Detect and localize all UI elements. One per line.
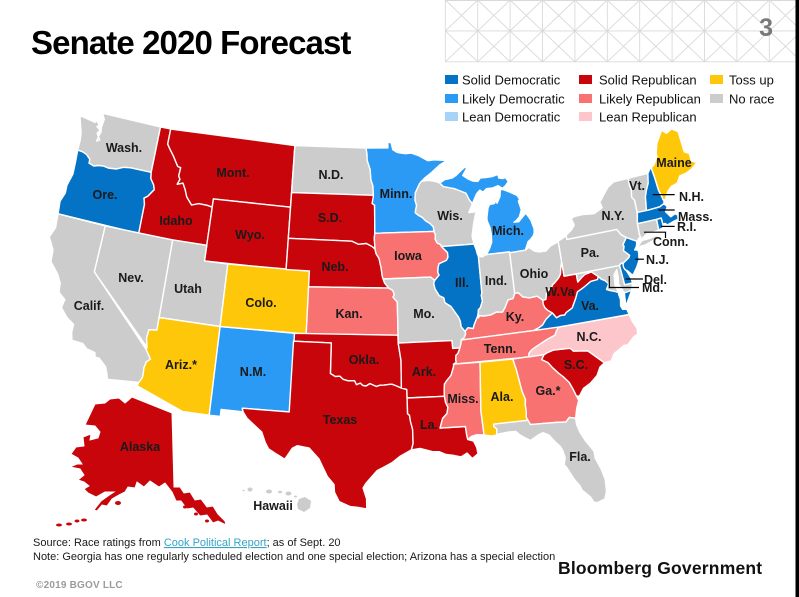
svg-text:W.Va: W.Va xyxy=(545,285,575,299)
svg-text:Ala.: Ala. xyxy=(491,390,514,404)
svg-text:Ill.: Ill. xyxy=(455,276,469,290)
svg-text:Ark.: Ark. xyxy=(412,365,436,379)
svg-text:Okla.: Okla. xyxy=(349,353,380,367)
svg-text:Note: Georgia has one regularl: Note: Georgia has one regularly schedule… xyxy=(33,551,555,563)
svg-text:Ga.*: Ga.* xyxy=(535,384,560,398)
svg-text:Tenn.: Tenn. xyxy=(484,342,516,356)
svg-text:S.C.: S.C. xyxy=(564,358,588,372)
svg-text:S.D.: S.D. xyxy=(318,211,342,225)
svg-text:Minn.: Minn. xyxy=(380,187,413,201)
svg-text:Md.: Md. xyxy=(642,281,664,295)
svg-text:Fla.: Fla. xyxy=(569,450,591,464)
svg-text:Calif.: Calif. xyxy=(74,299,105,313)
svg-text:Mont.: Mont. xyxy=(216,166,249,180)
svg-text:Solid Republican: Solid Republican xyxy=(599,73,697,88)
svg-text:La.: La. xyxy=(420,418,438,432)
svg-text:Bloomberg Government: Bloomberg Government xyxy=(558,558,762,578)
svg-text:Wyo.: Wyo. xyxy=(235,228,265,242)
svg-text:No race: No race xyxy=(729,92,775,107)
svg-text:Neb.: Neb. xyxy=(321,260,348,274)
svg-text:Lean Democratic: Lean Democratic xyxy=(462,110,561,125)
svg-text:Toss up: Toss up xyxy=(729,73,774,88)
svg-text:N.C.: N.C. xyxy=(577,330,602,344)
svg-text:Texas: Texas xyxy=(323,413,358,427)
svg-text:Conn.: Conn. xyxy=(653,235,688,249)
svg-text:Likely Democratic: Likely Democratic xyxy=(462,92,565,107)
svg-text:N.H.: N.H. xyxy=(679,190,704,204)
svg-text:Ore.: Ore. xyxy=(92,188,117,202)
svg-text:Utah: Utah xyxy=(174,282,202,296)
svg-text:Ohio: Ohio xyxy=(520,267,549,281)
svg-text:©2019 BGOV LLC: ©2019 BGOV LLC xyxy=(36,580,123,591)
svg-text:3: 3 xyxy=(759,14,773,42)
svg-text:N.D.: N.D. xyxy=(319,168,344,182)
svg-text:Del.: Del. xyxy=(644,273,667,287)
svg-text:Lean Republican: Lean Republican xyxy=(599,110,697,125)
svg-text:Hawaii: Hawaii xyxy=(253,499,293,513)
svg-text:N.M.: N.M. xyxy=(240,365,266,379)
svg-text:R.I.: R.I. xyxy=(677,220,696,234)
svg-text:Pa.: Pa. xyxy=(581,246,600,260)
svg-text:Va.: Va. xyxy=(581,299,599,313)
svg-text:N.J.: N.J. xyxy=(646,253,669,267)
svg-text:Alaska: Alaska xyxy=(120,440,161,454)
svg-text:Maine: Maine xyxy=(656,156,691,170)
svg-text:Kan.: Kan. xyxy=(335,307,362,321)
svg-text:Mass.: Mass. xyxy=(678,210,713,224)
svg-text:Wis.: Wis. xyxy=(437,209,463,223)
svg-text:Senate 2020 Forecast: Senate 2020 Forecast xyxy=(31,24,351,61)
svg-text:Wash.: Wash. xyxy=(106,141,142,155)
svg-text:Colo.: Colo. xyxy=(245,296,276,310)
svg-text:Solid Democratic: Solid Democratic xyxy=(462,73,561,88)
svg-text:Ariz.*: Ariz.* xyxy=(165,358,197,372)
svg-text:Ky.: Ky. xyxy=(506,310,525,324)
svg-text:N.Y.: N.Y. xyxy=(602,209,625,223)
svg-text:Vt.: Vt. xyxy=(629,179,645,193)
svg-text:Mich.: Mich. xyxy=(492,224,524,238)
svg-text:Nev.: Nev. xyxy=(118,271,143,285)
svg-text:Likely Republican: Likely Republican xyxy=(599,92,701,107)
svg-text:Idaho: Idaho xyxy=(159,214,193,228)
svg-text:Ind.: Ind. xyxy=(485,274,507,288)
svg-text:Source: Race ratings from Cook: Source: Race ratings from Cook Political… xyxy=(33,537,341,549)
svg-text:Mo.: Mo. xyxy=(413,307,435,321)
svg-text:Miss.: Miss. xyxy=(447,392,478,406)
svg-text:Iowa: Iowa xyxy=(394,249,423,263)
